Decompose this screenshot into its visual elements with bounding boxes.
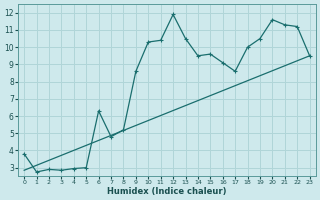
X-axis label: Humidex (Indice chaleur): Humidex (Indice chaleur) bbox=[107, 187, 227, 196]
